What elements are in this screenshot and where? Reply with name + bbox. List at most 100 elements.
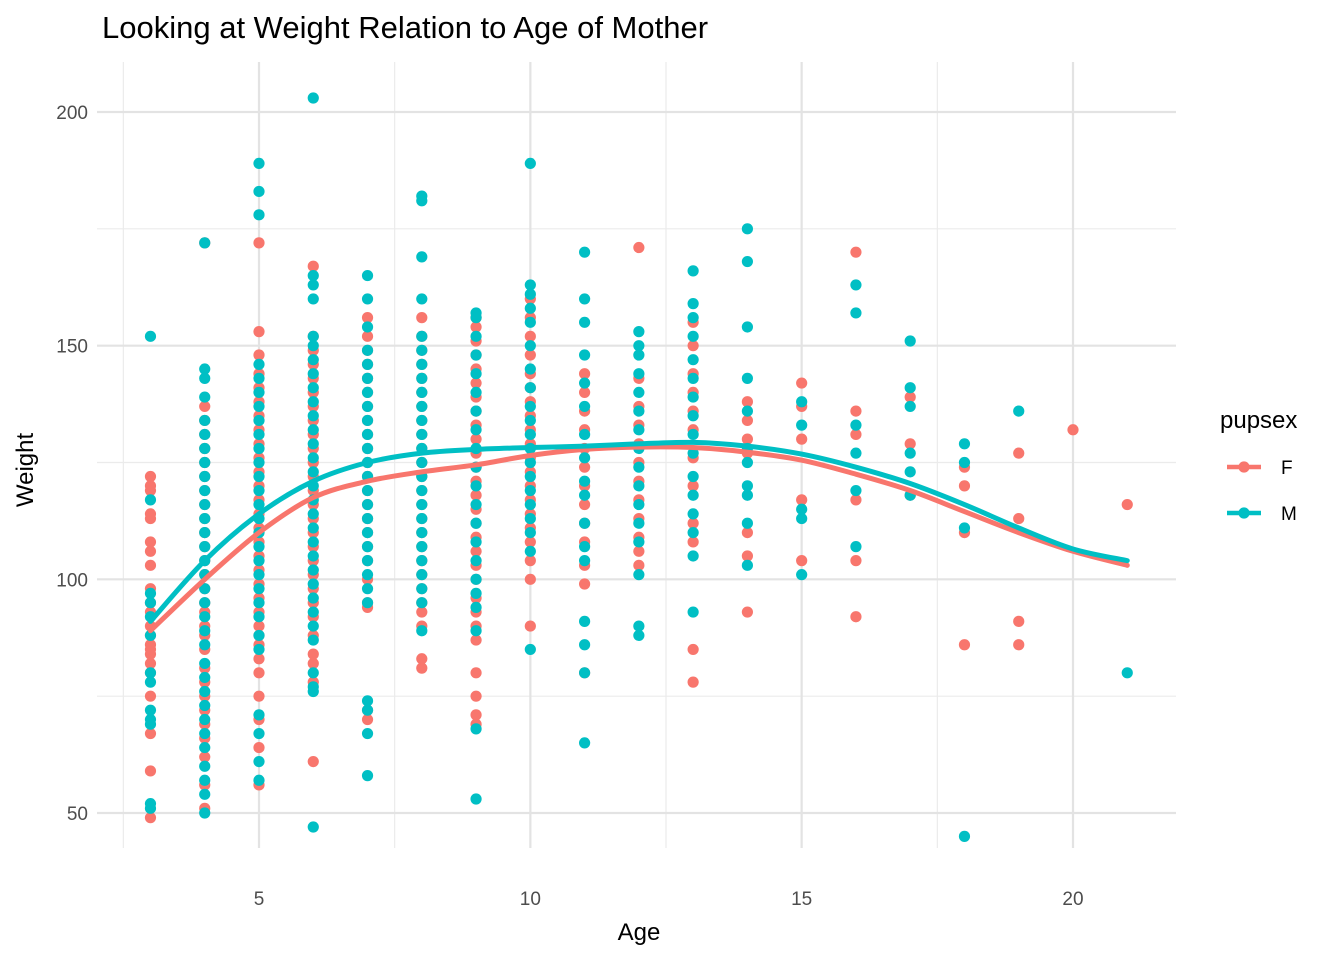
data-point-f: [850, 555, 862, 567]
legend-item-f: F: [1227, 458, 1293, 479]
data-point-f: [850, 405, 862, 417]
data-point-m: [199, 611, 211, 623]
data-point-m: [470, 330, 482, 342]
data-point-m: [687, 265, 699, 277]
data-point-m: [958, 830, 971, 842]
data-point-m: [199, 741, 211, 754]
data-point-m: [307, 578, 319, 590]
data-point-m: [687, 330, 699, 342]
data-point-m: [579, 541, 591, 553]
data-point-m: [687, 447, 699, 459]
data-point-m: [199, 760, 211, 772]
data-point-f: [741, 396, 754, 408]
data-point-m: [144, 629, 157, 642]
data-point-m: [361, 358, 374, 370]
data-point-m: [199, 442, 211, 455]
data-point-m: [253, 583, 265, 595]
data-point-f: [416, 312, 428, 324]
data-point-f: [253, 326, 265, 338]
data-point-m: [958, 522, 971, 534]
data-point-m: [307, 681, 319, 693]
data-point-m: [253, 774, 265, 786]
data-point-m: [579, 246, 591, 258]
data-point-m: [633, 386, 645, 398]
data-point-m: [253, 569, 265, 581]
data-point-m: [253, 456, 265, 469]
data-point-f: [470, 667, 482, 679]
data-point-m: [199, 597, 211, 609]
data-point-m: [470, 573, 482, 585]
data-point-m: [524, 400, 536, 413]
data-point-m: [199, 372, 211, 384]
data-point-m: [253, 709, 265, 721]
data-point-f: [253, 237, 265, 249]
data-point-m: [416, 386, 428, 398]
data-point-m: [416, 456, 428, 469]
x-axis-title: Age: [618, 919, 661, 946]
data-point-f: [741, 433, 754, 445]
data-point-f: [687, 517, 699, 529]
data-point-f: [579, 368, 591, 380]
data-point-m: [579, 639, 591, 651]
data-point-f: [524, 330, 536, 342]
data-point-f: [144, 812, 157, 824]
data-point-m: [470, 536, 482, 548]
data-point-f: [361, 312, 374, 324]
data-point-f: [144, 508, 157, 520]
data-point-m: [687, 298, 699, 310]
data-point-m: [416, 597, 428, 609]
data-point-m: [307, 564, 319, 576]
data-point-m: [850, 307, 862, 319]
data-point-m: [253, 372, 265, 384]
data-point-m: [524, 470, 536, 483]
data-point-f: [850, 494, 862, 506]
data-point-m: [524, 643, 536, 656]
data-point-m: [470, 480, 482, 492]
data-point-m: [1121, 667, 1133, 679]
data-point-m: [850, 541, 862, 553]
data-point-m: [579, 428, 591, 441]
data-point-m: [307, 410, 319, 422]
data-point-m: [307, 269, 319, 282]
data-point-f: [579, 386, 591, 398]
data-point-m: [307, 340, 319, 352]
smooth-line-m: [147, 439, 1130, 624]
data-point-m: [633, 461, 645, 473]
data-point-m: [470, 723, 482, 735]
data-point-f: [416, 653, 428, 665]
data-point-m: [741, 480, 754, 492]
data-point-m: [904, 466, 916, 478]
data-point-m: [253, 157, 265, 170]
data-point-f: [850, 611, 862, 623]
data-point-m: [416, 583, 428, 595]
data-point-m: [741, 559, 754, 571]
data-point-f: [796, 377, 808, 389]
data-point-m: [796, 419, 808, 431]
data-point-f: [524, 555, 536, 567]
data-point-m: [741, 456, 754, 469]
data-point-m: [361, 512, 374, 525]
data-point-f: [633, 559, 645, 571]
data-point-f: [307, 755, 319, 768]
data-point-m: [524, 414, 536, 427]
data-point-m: [199, 456, 211, 469]
y-axis-title: Weight: [12, 433, 39, 508]
data-point-m: [579, 737, 591, 749]
data-point-m: [416, 344, 428, 356]
data-point-f: [199, 751, 211, 763]
data-point-m: [524, 498, 536, 511]
data-point-m: [361, 344, 374, 356]
data-point-m: [253, 414, 265, 427]
data-point-m: [144, 667, 157, 679]
data-point-m: [416, 625, 428, 637]
data-point-m: [199, 391, 211, 403]
data-point-f: [524, 573, 536, 585]
data-point-m: [361, 386, 374, 398]
y-tick-label: 150: [56, 337, 88, 358]
data-point-m: [199, 671, 211, 684]
data-point-m: [199, 788, 211, 800]
data-point-f: [958, 639, 971, 651]
data-point-m: [253, 727, 265, 740]
data-point-f: [1013, 512, 1025, 525]
legend-label: F: [1281, 458, 1293, 479]
